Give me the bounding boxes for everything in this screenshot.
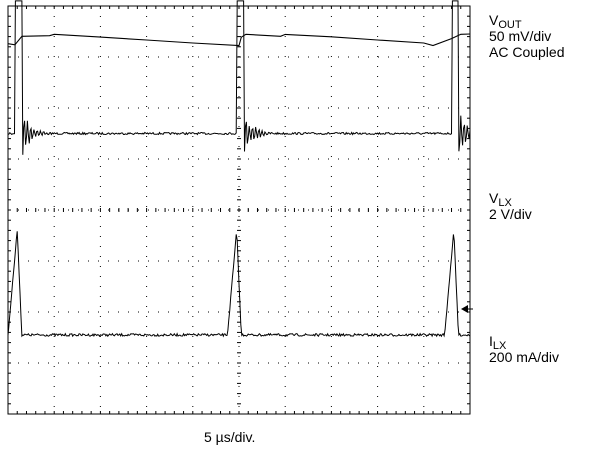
channel-scale-ilx: 200 mA/div — [489, 349, 560, 365]
channel-name-ilx: ILX — [489, 333, 507, 352]
trace-vlx — [7, 0, 471, 155]
channel-label-vout: VOUT 50 mV/div AC Coupled — [489, 12, 565, 60]
channel-scale-vout: 50 mV/div — [489, 28, 552, 44]
traces — [7, 0, 471, 338]
trace-vout — [7, 33, 471, 47]
timebase-label: 5 µs/div. — [204, 429, 256, 445]
trace-ilx — [7, 231, 471, 338]
channel-scale-vlx: 2 V/div — [489, 206, 532, 222]
channel-name-vlx: VLX — [489, 190, 512, 209]
ground-marker-arrow — [461, 305, 468, 313]
channel-coupling-vout: AC Coupled — [489, 44, 565, 60]
channel-label-ilx: ILX 200 mA/div — [489, 333, 559, 365]
channel-label-vlx: VLX 2 V/div — [489, 190, 532, 222]
channel-name-vout: VOUT — [489, 12, 522, 31]
grid — [7, 5, 471, 415]
